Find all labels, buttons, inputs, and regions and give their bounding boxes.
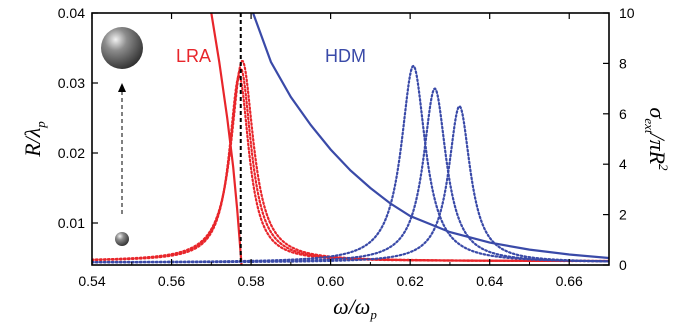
y-left-tick-label: 0.02 bbox=[58, 145, 85, 161]
hdm-solid-series-1 bbox=[252, 13, 609, 260]
y-right-tick-label: 2 bbox=[619, 207, 627, 223]
hdm-dotted-series-7 bbox=[92, 105, 609, 264]
lra-dotted-series-2 bbox=[92, 74, 609, 263]
hdm-dotted-series-6 bbox=[92, 87, 609, 264]
x-tick-label: 0.56 bbox=[158, 273, 185, 289]
y-left-tick-label: 0.04 bbox=[58, 5, 85, 21]
y-axis-right: 0 2 4 6 8 10 bbox=[603, 5, 635, 273]
x-tick-label: 0.54 bbox=[78, 273, 105, 289]
y-axis-left-label: R/λp bbox=[20, 121, 48, 158]
hdm-label: HDM bbox=[325, 46, 366, 66]
x-tick-label: 0.64 bbox=[476, 273, 503, 289]
arrow-head-icon bbox=[118, 83, 126, 92]
small-sphere-icon bbox=[115, 232, 129, 246]
y-left-tick-label: 0.01 bbox=[58, 215, 85, 231]
hdm-dotted-series-5 bbox=[92, 64, 609, 264]
lra-dotted-series-4 bbox=[92, 59, 609, 263]
x-tick-label: 0.60 bbox=[317, 273, 344, 289]
x-axis-label: ω/ωp bbox=[333, 294, 377, 322]
y-right-tick-label: 8 bbox=[619, 55, 627, 71]
lra-label: LRA bbox=[176, 46, 211, 66]
y-right-tick-label: 10 bbox=[619, 5, 635, 21]
y-right-tick-label: 4 bbox=[619, 156, 627, 172]
lra-solid-series-0 bbox=[210, 13, 243, 265]
y-axis-right-label: σext/πR2 bbox=[642, 107, 671, 171]
y-right-tick-label: 6 bbox=[619, 106, 627, 122]
x-tick-label: 0.62 bbox=[397, 273, 424, 289]
y-left-tick-label: 0.03 bbox=[58, 75, 85, 91]
plot-frame bbox=[91, 12, 610, 266]
large-sphere-icon bbox=[101, 27, 143, 69]
x-tick-label: 0.66 bbox=[556, 273, 583, 289]
y-axis-left: 0.01 0.02 0.03 0.04 bbox=[58, 5, 98, 231]
x-axis: 0.54 0.56 0.58 0.60 0.62 0.64 0.66 bbox=[78, 13, 583, 289]
y-right-tick-label: 0 bbox=[619, 257, 627, 273]
plot-curves bbox=[92, 13, 609, 265]
lra-dotted-series-3 bbox=[92, 67, 609, 263]
x-tick-label: 0.58 bbox=[237, 273, 264, 289]
